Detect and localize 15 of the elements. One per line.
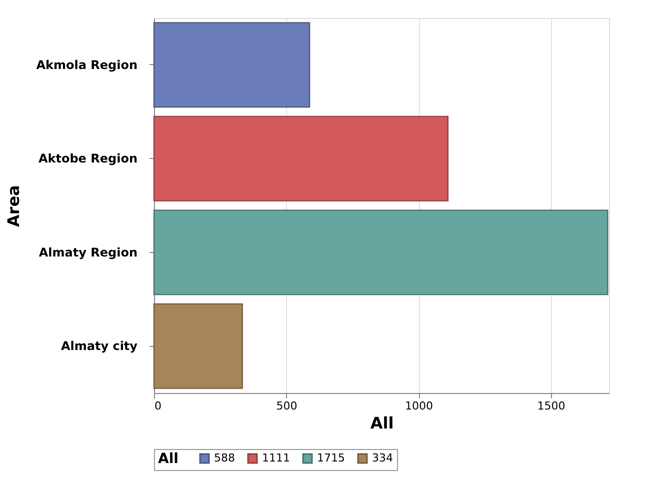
legend-label: 1111 [262, 452, 290, 465]
y-tick-label: Almaty city [60, 339, 138, 354]
y-tick-label: Akmola Region [36, 58, 138, 72]
x-tick-label: 1000 [405, 400, 434, 412]
x-tick-label: 0 [154, 400, 162, 412]
x-tick-label: 1500 [537, 400, 566, 412]
x-axis-title: All [370, 414, 394, 432]
legend-label: 588 [214, 452, 235, 465]
y-axis-title: Area [4, 185, 24, 227]
y-tick-label: Almaty Region [38, 245, 138, 260]
legend-label: 1715 [317, 452, 345, 465]
x-tick-label: 500 [276, 400, 298, 412]
legend-label: 334 [372, 452, 393, 465]
legend-title: All [158, 451, 178, 467]
y-tick-label: Aktobe Region [38, 152, 138, 166]
